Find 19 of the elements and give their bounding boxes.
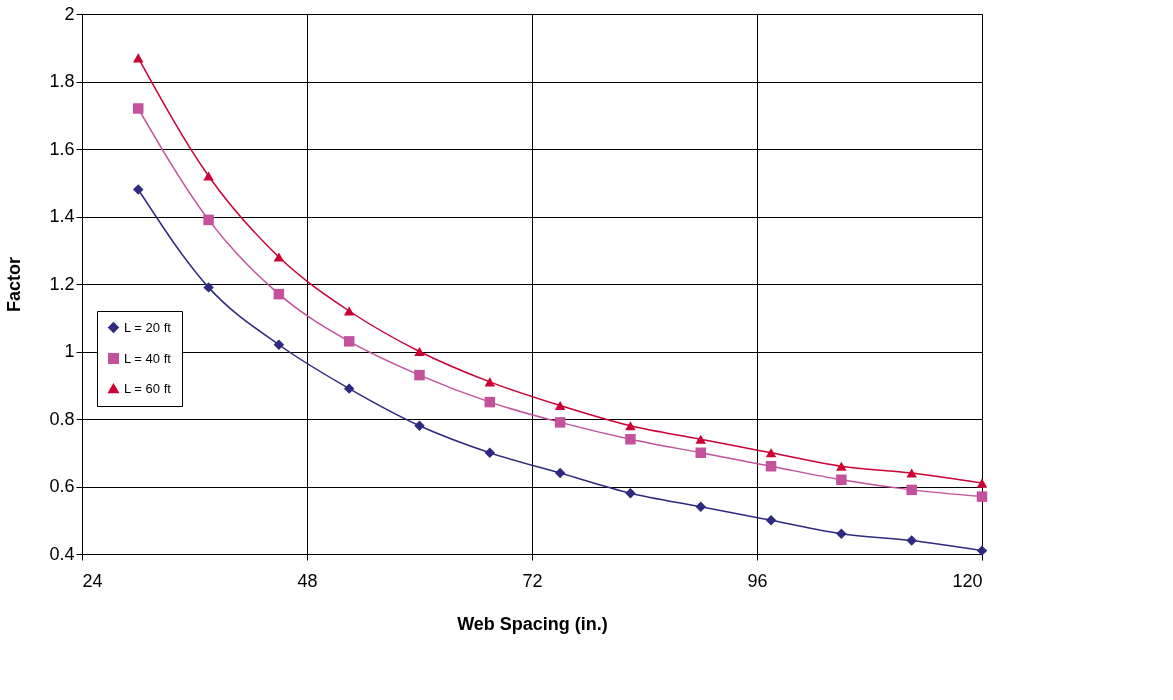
y-tick-label: 1.6 — [49, 138, 75, 159]
x-tick-label: 120 — [952, 570, 983, 591]
y-tick-label: 1 — [64, 341, 75, 361]
y-tick-label: 1.8 — [49, 71, 75, 91]
x-tick-label: 96 — [747, 570, 768, 591]
x-tick-label: 24 — [82, 570, 103, 591]
y-tick-label: 0.4 — [49, 543, 75, 564]
y-tick-label: 0.6 — [49, 476, 75, 496]
x-tick-label: 48 — [297, 570, 318, 591]
y-tick-label: 1.4 — [49, 206, 75, 226]
legend-label: L = 60 ft — [124, 380, 172, 396]
y-tick-label: 2 — [64, 3, 75, 24]
y-tick-label: 0.8 — [49, 408, 75, 429]
legend-label: L = 20 ft — [124, 319, 172, 335]
x-tick-label: 72 — [522, 570, 543, 591]
x-axis-title: Web Spacing (in.) — [457, 613, 608, 634]
legend-label: L = 40 ft — [124, 350, 172, 366]
y-axis-title: Factor — [4, 256, 25, 313]
y-tick-label: 1.2 — [49, 273, 75, 294]
